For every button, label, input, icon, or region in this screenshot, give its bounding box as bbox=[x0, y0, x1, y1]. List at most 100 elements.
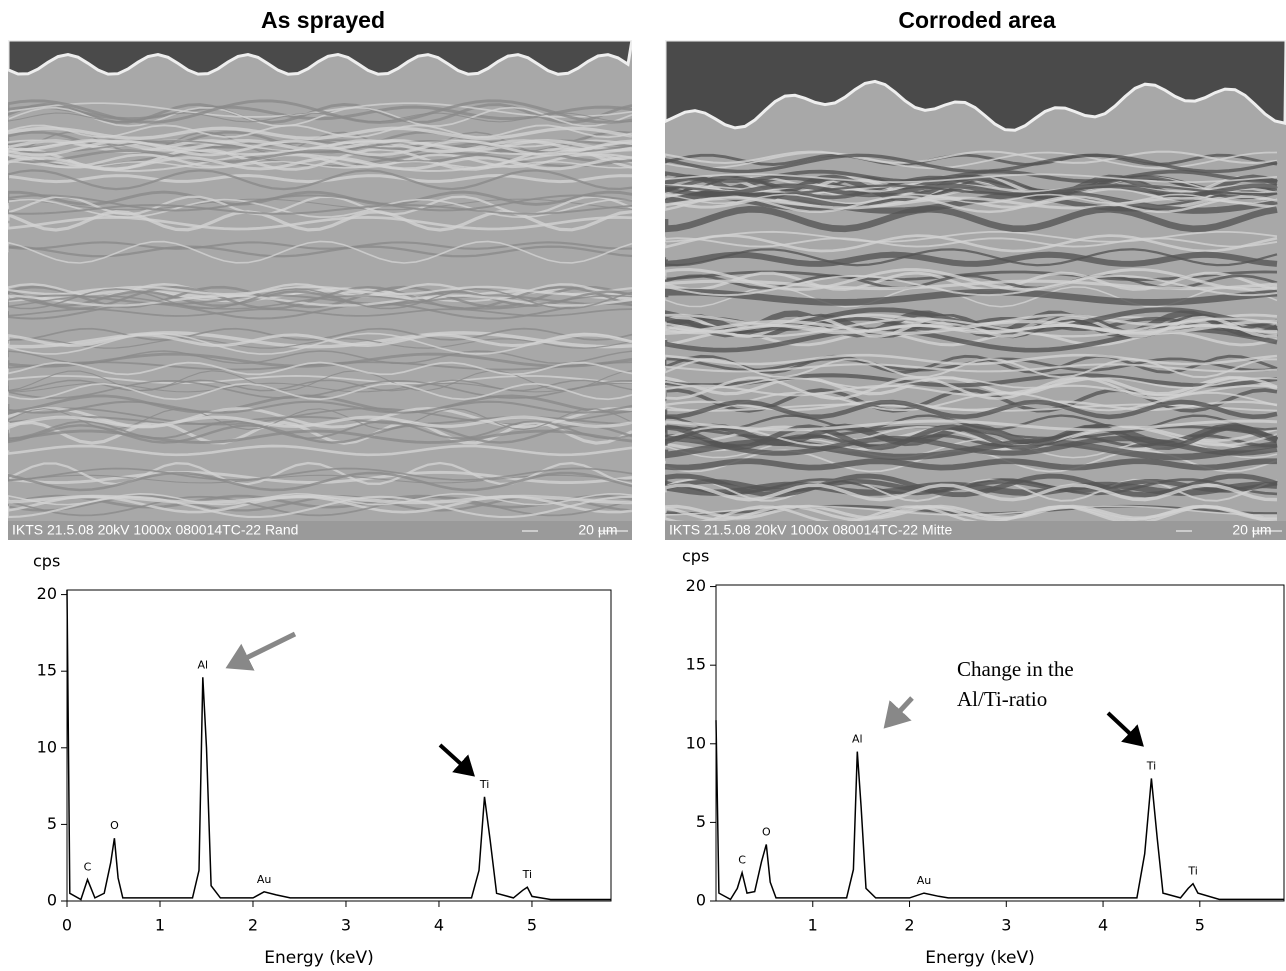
texture bbox=[665, 403, 1278, 412]
texture bbox=[8, 241, 632, 250]
texture bbox=[665, 327, 1278, 353]
spectrum-line bbox=[715, 720, 1284, 901]
image-caption: IKTS 21.5.08 20kV 1000x 080014TC-22 Rand bbox=[12, 522, 298, 538]
texture bbox=[665, 173, 1278, 183]
annotation: Change in the bbox=[957, 657, 1074, 681]
texture bbox=[8, 156, 632, 171]
texture bbox=[8, 102, 632, 118]
x-tick-label: 2 bbox=[904, 916, 914, 935]
annotation: Al/Ti-ratio bbox=[957, 687, 1047, 711]
panel-title: Corroded area bbox=[898, 7, 1055, 33]
peak-label: Au bbox=[917, 874, 932, 887]
x-tick-label: 1 bbox=[155, 916, 165, 935]
texture bbox=[665, 193, 1278, 205]
texture bbox=[665, 205, 1278, 233]
x-axis-label: Energy (keV) bbox=[925, 948, 1035, 968]
texture bbox=[8, 173, 632, 184]
texture bbox=[8, 308, 632, 317]
peak-label: C bbox=[84, 861, 92, 874]
texture bbox=[665, 234, 1278, 253]
texture bbox=[665, 150, 1278, 165]
texture bbox=[665, 504, 1278, 522]
texture bbox=[665, 279, 1278, 291]
texture bbox=[8, 331, 632, 349]
texture bbox=[8, 467, 632, 481]
texture bbox=[8, 106, 632, 127]
substrate-dark bbox=[665, 40, 1286, 132]
texture bbox=[8, 420, 632, 445]
texture bbox=[8, 474, 632, 484]
texture bbox=[665, 505, 1278, 525]
spectrum-line bbox=[66, 589, 611, 901]
y-tick-label: 0 bbox=[696, 891, 706, 910]
texture bbox=[8, 169, 632, 191]
x-tick-label: 4 bbox=[434, 916, 444, 935]
texture bbox=[665, 317, 1278, 338]
plot-frame bbox=[66, 589, 612, 902]
texture bbox=[8, 112, 632, 123]
peak-label: Ti bbox=[1187, 865, 1197, 878]
caption-bar bbox=[8, 521, 632, 540]
texture bbox=[665, 363, 1278, 373]
texture bbox=[8, 149, 632, 164]
peak-label: C bbox=[738, 854, 746, 867]
x-tick-label: 5 bbox=[1195, 916, 1205, 935]
texture bbox=[8, 294, 632, 307]
texture bbox=[8, 204, 632, 215]
scale-bar: 20 µm bbox=[578, 522, 617, 538]
texture bbox=[665, 399, 1278, 420]
texture bbox=[8, 352, 632, 368]
texture bbox=[665, 424, 1279, 451]
texture bbox=[8, 160, 632, 169]
texture bbox=[8, 444, 632, 457]
caption-bar bbox=[665, 521, 1286, 540]
texture bbox=[8, 139, 632, 157]
y-tick-label: 5 bbox=[696, 812, 706, 831]
texture bbox=[8, 495, 632, 517]
x-axis-label: Energy (keV) bbox=[264, 948, 374, 968]
texture bbox=[665, 196, 1278, 210]
y-tick-label: 20 bbox=[37, 584, 57, 603]
y-axis-label: cps bbox=[682, 547, 709, 566]
texture bbox=[665, 473, 1278, 498]
texture bbox=[8, 429, 632, 444]
texture bbox=[665, 425, 1278, 447]
texture bbox=[8, 288, 632, 310]
y-tick-label: 15 bbox=[37, 661, 57, 680]
y-tick-label: 15 bbox=[686, 655, 706, 674]
texture bbox=[665, 230, 1278, 243]
panel-title: As sprayed bbox=[261, 7, 385, 33]
peak-label: Ti bbox=[1146, 759, 1156, 772]
peak-label: O bbox=[762, 825, 771, 838]
peak-label: Ti bbox=[522, 868, 532, 881]
texture bbox=[8, 400, 632, 414]
texture bbox=[8, 190, 632, 206]
texture bbox=[8, 471, 632, 492]
peak-label: Al bbox=[197, 658, 208, 671]
texture bbox=[8, 295, 632, 310]
texture bbox=[8, 194, 632, 212]
texture bbox=[8, 361, 632, 376]
texture bbox=[665, 478, 1278, 493]
texture bbox=[8, 245, 632, 258]
y-tick-label: 5 bbox=[47, 814, 57, 833]
texture bbox=[665, 384, 1278, 397]
texture bbox=[8, 379, 632, 399]
texture bbox=[8, 420, 632, 440]
peak-label: Ti bbox=[479, 778, 489, 791]
texture bbox=[665, 376, 1278, 400]
texture bbox=[665, 357, 1278, 379]
image-caption: IKTS 21.5.08 20kV 1000x 080014TC-22 Mitt… bbox=[669, 522, 952, 538]
texture bbox=[8, 382, 632, 401]
x-tick-label: 3 bbox=[1001, 916, 1011, 935]
peak-label: Au bbox=[257, 873, 272, 886]
texture bbox=[8, 370, 632, 392]
y-tick-label: 10 bbox=[37, 737, 57, 756]
y-axis-label: cps bbox=[33, 552, 60, 571]
texture bbox=[665, 237, 1278, 248]
x-tick-label: 0 bbox=[62, 916, 72, 935]
texture bbox=[665, 414, 1278, 431]
y-tick-label: 20 bbox=[686, 576, 706, 595]
texture bbox=[8, 216, 632, 231]
